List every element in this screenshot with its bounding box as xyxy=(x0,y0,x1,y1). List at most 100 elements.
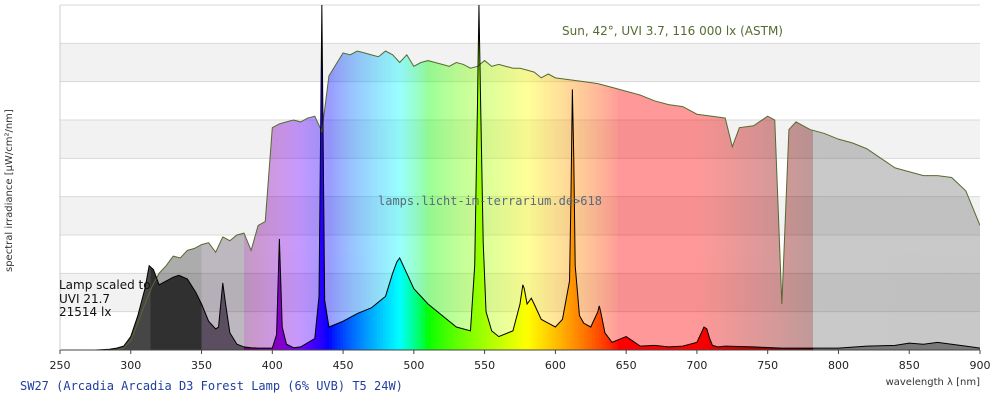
spectrum-color-stripe xyxy=(286,51,290,350)
grid-band xyxy=(60,235,980,274)
spectrum-color-stripe xyxy=(490,51,494,350)
spectrum-color-stripe xyxy=(750,51,755,350)
spectrum-color-stripe xyxy=(566,51,571,350)
spectrum-color-stripe xyxy=(269,51,273,350)
spectrum-color-stripe xyxy=(413,51,418,350)
spectrum-color-stripe xyxy=(549,51,554,350)
spectrum-color-stripe xyxy=(456,51,460,350)
spectrum-color-stripe xyxy=(940,51,944,350)
spectrum-color-stripe xyxy=(493,51,497,350)
spectrum-color-stripe xyxy=(419,51,423,350)
spectrum-color-stripe xyxy=(722,51,726,350)
spectrum-color-stripe xyxy=(937,51,941,350)
spectrum-color-stripe xyxy=(529,51,534,350)
spectrum-color-stripe xyxy=(326,51,330,350)
spectrum-color-stripe xyxy=(708,51,712,350)
spectrum-color-stripe xyxy=(906,51,910,350)
spectrum-color-stripe xyxy=(787,51,791,350)
spectrum-color-stripe xyxy=(495,51,500,350)
grid-band xyxy=(60,81,980,120)
spectrum-color-stripe xyxy=(654,51,658,350)
spectrum-color-stripe xyxy=(467,51,472,350)
spectrum-color-stripe xyxy=(951,51,956,350)
spectrum-color-stripe xyxy=(705,51,709,350)
spectrum-color-stripe xyxy=(665,51,670,350)
spectrum-color-stripe xyxy=(626,51,630,350)
spectrum-color-stripe xyxy=(926,51,930,350)
spectrum-color-stripe xyxy=(487,51,491,350)
spectrum-color-stripe xyxy=(586,51,590,350)
spectrum-color-stripe xyxy=(677,51,681,350)
spectrum-color-stripe xyxy=(880,51,885,350)
spectrum-color-stripe xyxy=(524,51,528,350)
spectrum-color-stripe xyxy=(914,51,919,350)
spectrum-color-stripe xyxy=(798,51,803,350)
spectrum-color-stripe xyxy=(371,51,375,350)
spectrum-color-stripe xyxy=(535,51,539,350)
spectrum-color-stripe xyxy=(391,51,395,350)
spectrum-color-stripe xyxy=(688,51,692,350)
x-tick-label: 500 xyxy=(403,359,424,372)
spectrum-color-stripe xyxy=(764,51,769,350)
spectrum-color-stripe xyxy=(320,5,324,350)
spectrum-color-stripe xyxy=(728,51,732,350)
spectrum-color-stripe xyxy=(385,51,389,350)
spectrum-color-stripe xyxy=(645,51,650,350)
spectrum-color-stripe xyxy=(818,51,823,350)
spectrum-color-stripe xyxy=(575,51,579,350)
spectrum-color-stripe xyxy=(532,51,537,350)
spectrum-color-stripe xyxy=(875,51,879,350)
spectrum-color-stripe xyxy=(459,51,463,350)
spectrum-color-stripe xyxy=(300,51,305,350)
spectrum-color-stripe xyxy=(297,51,302,350)
spectrum-color-stripe xyxy=(895,51,899,350)
spectrum-color-stripe xyxy=(303,51,307,350)
spectrum-color-stripe xyxy=(266,51,271,350)
spectrum-color-stripe xyxy=(368,51,372,350)
spectrum-color-stripe xyxy=(555,51,559,350)
spectrum-color-stripe xyxy=(716,51,721,350)
spectrum-color-stripe xyxy=(829,51,834,350)
spectrum-color-stripe xyxy=(589,51,593,350)
spectrum-color-stripe xyxy=(742,51,746,350)
spectrum-color-stripe xyxy=(954,51,958,350)
spectrum-color-stripe xyxy=(861,51,865,350)
spectrum-color-stripe xyxy=(444,51,449,350)
x-tick-label: 350 xyxy=(191,359,212,372)
spectrum-color-stripe xyxy=(957,51,961,350)
spectrum-color-stripe xyxy=(408,51,412,350)
spectrum-color-stripe xyxy=(583,51,588,350)
spectrum-color-stripe xyxy=(657,51,661,350)
spectrum-color-stripe xyxy=(498,51,503,350)
spectrum-color-stripe xyxy=(796,51,800,350)
spectrum-color-stripe xyxy=(422,51,426,350)
spectrum-color-stripe xyxy=(578,51,582,350)
spectrum-color-stripe xyxy=(360,51,364,350)
spectrum-color-stripe xyxy=(478,5,483,350)
lamp-label-line-2: UVI 21.7 xyxy=(59,292,110,306)
spectrum-color-stripe xyxy=(793,51,797,350)
spectrum-color-stripe xyxy=(841,51,845,350)
spectrum-color-stripe xyxy=(824,51,828,350)
lamp-spectrum-line xyxy=(95,5,980,350)
x-tick-label: 300 xyxy=(120,359,141,372)
spectrum-color-stripe xyxy=(512,51,517,350)
spectrum-color-stripe xyxy=(943,51,947,350)
spectrum-color-stripe xyxy=(612,51,616,350)
spectrum-color-stripe xyxy=(631,51,636,350)
chart-title: SW27 (Arcadia Arcadia D3 Forest Lamp (6%… xyxy=(20,379,403,393)
spectrum-color-stripe xyxy=(473,51,477,350)
spectrum-color-stripe xyxy=(835,51,840,350)
spectrum-color-stripe xyxy=(377,51,381,350)
x-tick-label: 650 xyxy=(616,359,637,372)
spectrum-color-stripe xyxy=(382,51,387,350)
spectrum-color-stripe xyxy=(872,51,876,350)
spectrum-color-stripe xyxy=(614,51,619,350)
spectrum-color-stripe xyxy=(719,51,723,350)
spectrum-color-stripe xyxy=(810,51,814,350)
spectrum-color-stripe xyxy=(807,51,811,350)
spectrum-color-stripe xyxy=(668,51,673,350)
spectrum-color-stripe xyxy=(507,51,511,350)
x-tick-label: 400 xyxy=(262,359,283,372)
spectrum-color-stripe xyxy=(900,51,905,350)
